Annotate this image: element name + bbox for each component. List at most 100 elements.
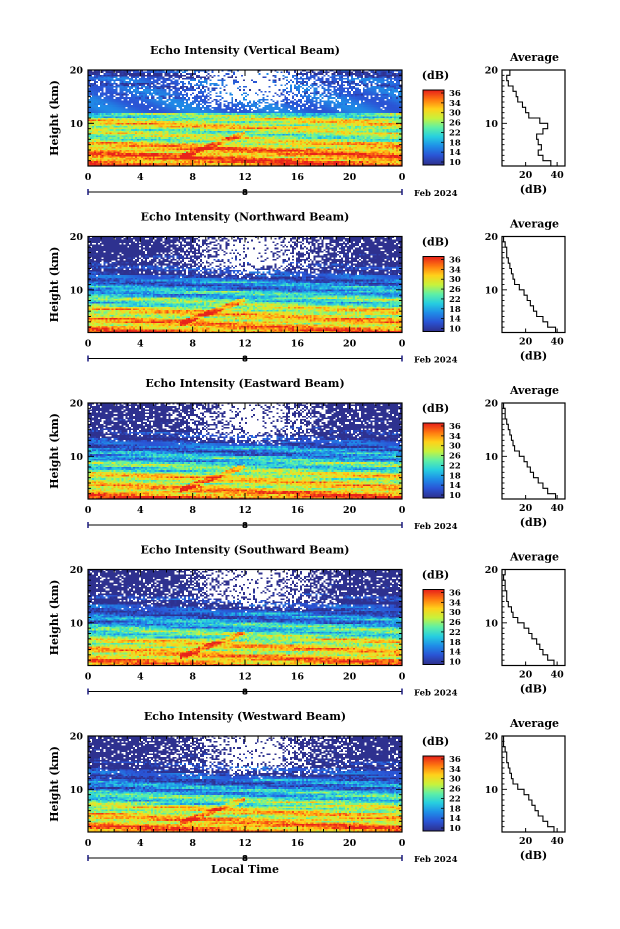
colorbar-tick-label: 36 <box>449 256 461 266</box>
colorbar-tick-label: 14 <box>449 648 461 658</box>
colorbar-tick-label: 30 <box>449 775 461 785</box>
average-y-tick-label: 20 <box>485 66 499 77</box>
echo-heatmap <box>88 70 402 166</box>
x-tick-label: 12 <box>238 339 251 350</box>
average-y-tick-label: 20 <box>485 232 499 243</box>
colorbar-tick-label: 10 <box>449 824 461 834</box>
x-tick-label: 20 <box>343 339 357 350</box>
x-tick-label: 4 <box>137 172 144 183</box>
colorbar-tick-label: 26 <box>449 618 461 628</box>
x-tick-label: 8 <box>189 672 196 683</box>
average-profile-line <box>502 735 555 832</box>
colorbar-tick-label: 26 <box>449 119 461 129</box>
average-y-tick-label: 10 <box>485 452 499 463</box>
average-profile-line <box>505 69 552 166</box>
x-tick-label: 20 <box>343 505 357 516</box>
average-y-tick-label: 20 <box>485 399 499 410</box>
average-title: Average <box>509 384 559 397</box>
colorbar-frame <box>422 589 445 665</box>
panel-title: Echo Intensity (Northward Beam) <box>141 211 350 224</box>
x-tick-label: 0 <box>399 172 406 183</box>
y-tick-label: 20 <box>70 399 84 410</box>
colorbar-tick-label: 22 <box>449 128 461 138</box>
colorbar-tick-label: 34 <box>449 99 461 109</box>
colorbar-tick-label: 10 <box>449 325 461 335</box>
average-y-tick-label: 10 <box>485 285 499 296</box>
x-tick-label: 4 <box>137 339 144 350</box>
colorbar <box>423 756 444 831</box>
average-x-tick-label: 40 <box>551 670 565 681</box>
average-y-tick-label: 10 <box>485 785 499 796</box>
echo-heatmap <box>88 403 402 499</box>
average-profile-line <box>502 402 557 499</box>
panel-title: Echo Intensity (Eastward Beam) <box>145 377 344 390</box>
colorbar-tick-label: 22 <box>449 461 461 471</box>
x-tick-label: 0 <box>399 339 406 350</box>
average-x-label: (dB) <box>520 516 547 529</box>
y-axis-label: Height (km) <box>48 247 61 323</box>
y-axis-label: Height (km) <box>48 580 61 656</box>
colorbar-frame <box>422 89 445 166</box>
colorbar-frame <box>422 256 445 332</box>
echo-heatmap <box>88 736 402 832</box>
colorbar-frame <box>422 422 445 499</box>
x-tick-label: 16 <box>291 838 305 849</box>
x-tick-label: 0 <box>85 172 92 183</box>
colorbar-unit: (dB) <box>422 236 449 249</box>
x-tick-label: 12 <box>238 505 251 516</box>
y-tick-label: 10 <box>70 119 84 130</box>
x-tick-label: 0 <box>85 339 92 350</box>
x-tick-label: 4 <box>137 672 144 683</box>
average-profile-line <box>502 568 555 666</box>
average-y-tick-label: 20 <box>485 565 499 576</box>
colorbar-tick-label: 22 <box>449 628 461 638</box>
colorbar <box>423 256 444 332</box>
date-tick-label: 8 <box>242 688 248 698</box>
average-x-label: (dB) <box>520 183 547 196</box>
colorbar-tick-label: 22 <box>449 794 461 804</box>
average-frame <box>501 402 566 500</box>
x-tick-label: 20 <box>343 838 357 849</box>
average-x-tick-label: 40 <box>551 337 565 348</box>
average-x-tick-label: 40 <box>551 503 565 514</box>
panel-title: Echo Intensity (Vertical Beam) <box>150 44 340 57</box>
y-tick-label: 20 <box>70 565 84 576</box>
y-axis-label: Height (km) <box>48 746 61 822</box>
y-axis-label: Height (km) <box>48 80 61 156</box>
x-tick-label: 0 <box>399 838 406 849</box>
echo-heatmap <box>88 569 402 666</box>
date-tick-label: 8 <box>242 355 248 365</box>
x-tick-label: 0 <box>399 672 406 683</box>
colorbar-unit: (dB) <box>422 569 449 582</box>
y-tick-label: 10 <box>70 785 84 796</box>
date-label: Feb 2024 <box>414 189 458 199</box>
colorbar <box>423 90 444 165</box>
x-tick-label: 0 <box>85 672 92 683</box>
x-tick-label: 8 <box>189 172 196 183</box>
colorbar-frame <box>422 755 445 832</box>
average-x-tick-label: 40 <box>551 836 565 847</box>
colorbar-tick-label: 30 <box>449 442 461 452</box>
x-axis-label: Local Time <box>211 863 279 876</box>
colorbar-tick-label: 14 <box>449 148 461 158</box>
colorbar-tick-label: 34 <box>449 765 461 775</box>
colorbar-tick-label: 30 <box>449 608 461 618</box>
average-profile-line <box>502 235 557 333</box>
x-tick-label: 8 <box>189 838 196 849</box>
colorbar-tick-label: 22 <box>449 295 461 305</box>
average-y-tick-label: 10 <box>485 618 499 629</box>
average-title: Average <box>509 551 559 564</box>
y-axis-label: Height (km) <box>48 413 61 489</box>
colorbar-tick-label: 36 <box>449 755 461 765</box>
colorbar-tick-label: 34 <box>449 432 461 442</box>
colorbar-unit: (dB) <box>422 69 449 82</box>
colorbar-tick-label: 18 <box>449 471 461 481</box>
x-tick-label: 20 <box>343 672 357 683</box>
x-tick-label: 12 <box>238 172 251 183</box>
colorbar-tick-label: 14 <box>449 814 461 824</box>
date-tick-label: 8 <box>242 521 248 531</box>
colorbar-tick-label: 26 <box>449 785 461 795</box>
y-tick-label: 20 <box>70 66 84 77</box>
average-title: Average <box>509 218 559 231</box>
panel-title: Echo Intensity (Southward Beam) <box>141 544 350 557</box>
